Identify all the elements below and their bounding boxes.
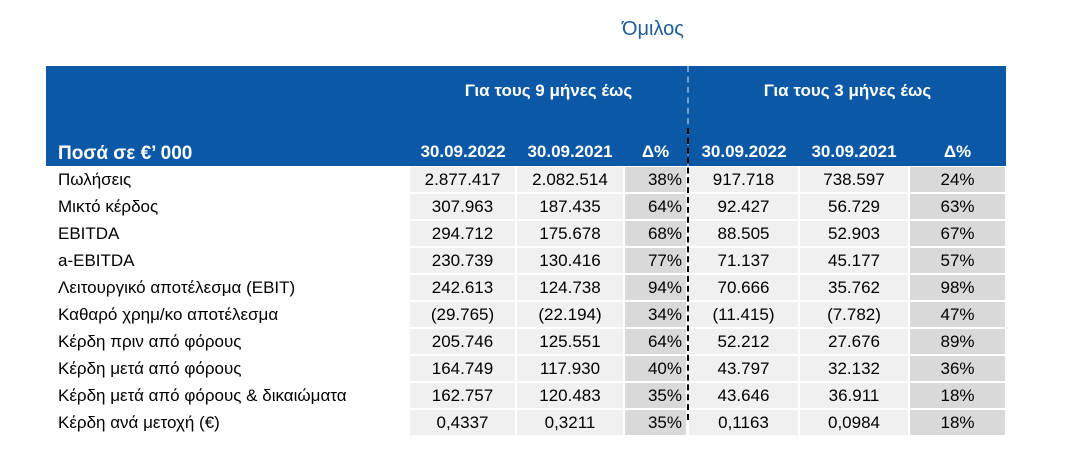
value-3m-2022: 71.137 (689, 247, 800, 275)
value-3m-2022: 0,1163 (689, 409, 800, 437)
table-row: Καθαρό χρημ/κο αποτέλεσμα (29.765) (22.194… (46, 301, 1007, 329)
value-3m-2022: 92.427 (689, 193, 800, 221)
delta-9m: 40% (624, 355, 688, 383)
delta-3m: 18% (909, 382, 1007, 410)
delta-9m: 64% (624, 328, 688, 356)
value-3m-2021: 738.597 (799, 167, 910, 194)
header-period-separator (687, 66, 689, 166)
value-3m-2021: 35.762 (799, 274, 910, 302)
value-9m-2021: 120.483 (516, 382, 625, 410)
value-9m-2021: 0,3211 (516, 409, 625, 437)
table-row: EBITDA 294.712 175.678 68% 88.505 52.903 67% (46, 220, 1007, 248)
value-3m-2022: 43.646 (689, 382, 800, 410)
table-row: Κέρδη μετά από φόρους & δικαιώματα 162.75… (46, 382, 1007, 410)
amount-unit-label: Ποσά σε €’ 000 (58, 143, 193, 164)
delta-3m: 24% (909, 167, 1007, 194)
table-header-band (46, 66, 1006, 166)
row-label: Πωλήσεις (46, 167, 410, 194)
value-9m-2022: 2.877.417 (410, 167, 517, 194)
delta-9m: 35% (624, 382, 688, 410)
row-label: a-EBITDA (46, 247, 410, 275)
period-separator-dashed (687, 128, 689, 420)
value-9m-2021: 175.678 (516, 220, 625, 248)
value-3m-2021: 52.903 (799, 220, 910, 248)
value-3m-2021: 27.676 (799, 328, 910, 356)
value-9m-2021: 124.738 (516, 274, 625, 302)
table-row: Κέρδη μετά από φόρους 164.749 117.930 40% 43… (46, 355, 1007, 383)
delta-9m: 64% (624, 193, 688, 221)
separator-gap (687, 409, 689, 437)
row-label: Κέρδη ανά μετοχή (€) (46, 409, 410, 437)
delta-3m: 36% (909, 355, 1007, 383)
value-3m-2021: 36.911 (799, 382, 910, 410)
column-header-9m-2022: 30.09.2022 (420, 142, 506, 161)
group-title: Όμιλος (622, 18, 684, 40)
delta-9m: 34% (624, 301, 688, 329)
column-header-3m-2022: 30.09.2022 (701, 142, 787, 161)
value-3m-2021: 32.132 (799, 355, 910, 383)
delta-3m: 98% (909, 274, 1007, 302)
value-3m-2021: 56.729 (799, 193, 910, 221)
table-row: Κέρδη ανά μετοχή (€) 0,4337 0,3211 35% 0,116… (46, 409, 1007, 437)
table-row: Κέρδη πριν από φόρους 205.746 125.551 64% 52… (46, 328, 1007, 356)
value-9m-2022: 242.613 (410, 274, 517, 302)
delta-3m: 18% (909, 409, 1007, 437)
column-header-9m-delta: Δ% (641, 142, 670, 161)
value-9m-2022: 0,4337 (410, 409, 517, 437)
value-3m-2021: 0,0984 (799, 409, 910, 437)
value-3m-2022: 70.666 (689, 274, 800, 302)
column-header-3m-2021: 30.09.2021 (811, 142, 897, 161)
financial-results-table: Πωλήσεις 2.877.417 2.082.514 38% 917.718 738.… (46, 167, 1007, 437)
value-9m-2022: (29.765) (410, 301, 517, 329)
value-3m-2022: 917.718 (689, 167, 800, 194)
row-label: Μικτό κέρδος (46, 193, 410, 221)
value-3m-2022: 52.212 (689, 328, 800, 356)
value-3m-2021: 45.177 (799, 247, 910, 275)
table-row: a-EBITDA 230.739 130.416 77% 71.137 45.177 57% (46, 247, 1007, 275)
value-9m-2022: 294.712 (410, 220, 517, 248)
row-label: Λειτουργικό αποτέλεσμα (EBIT) (46, 274, 410, 302)
delta-3m: 89% (909, 328, 1007, 356)
row-label: Κέρδη μετά από φόρους (46, 355, 410, 383)
value-3m-2021: (7.782) (799, 301, 910, 329)
value-9m-2022: 205.746 (410, 328, 517, 356)
value-9m-2021: 187.435 (516, 193, 625, 221)
value-9m-2022: 307.963 (410, 193, 517, 221)
value-3m-2022: 43.797 (689, 355, 800, 383)
value-9m-2021: 130.416 (516, 247, 625, 275)
row-label: EBITDA (46, 220, 410, 248)
value-9m-2021: 125.551 (516, 328, 625, 356)
value-9m-2022: 230.739 (410, 247, 517, 275)
period-header-9-months: Για τους 9 μήνες έως (464, 81, 633, 100)
delta-9m: 68% (624, 220, 688, 248)
value-9m-2021: (22.194) (516, 301, 625, 329)
delta-3m: 57% (909, 247, 1007, 275)
value-3m-2022: 88.505 (689, 220, 800, 248)
delta-3m: 67% (909, 220, 1007, 248)
delta-9m: 38% (624, 167, 688, 194)
value-9m-2021: 117.930 (516, 355, 625, 383)
delta-3m: 47% (909, 301, 1007, 329)
column-header-9m-2021: 30.09.2021 (527, 142, 613, 161)
delta-9m: 94% (624, 274, 688, 302)
table-row: Λειτουργικό αποτέλεσμα (EBIT) 242.613 124.… (46, 274, 1007, 302)
delta-9m: 35% (624, 409, 688, 437)
value-9m-2022: 164.749 (410, 355, 517, 383)
row-label: Κέρδη μετά από φόρους & δικαιώματα (46, 382, 410, 410)
delta-9m: 77% (624, 247, 688, 275)
table-row: Μικτό κέρδος 307.963 187.435 64% 92.427 56.72… (46, 193, 1007, 221)
period-header-3-months: Για τους 3 μήνες έως (763, 81, 932, 100)
delta-3m: 63% (909, 193, 1007, 221)
value-9m-2022: 162.757 (410, 382, 517, 410)
row-label: Κέρδη πριν από φόρους (46, 328, 410, 356)
value-9m-2021: 2.082.514 (516, 167, 625, 194)
value-3m-2022: (11.415) (689, 301, 800, 329)
row-label: Καθαρό χρημ/κο αποτέλεσμα (46, 301, 410, 329)
table-row: Πωλήσεις 2.877.417 2.082.514 38% 917.718 738.… (46, 167, 1007, 194)
column-header-3m-delta: Δ% (943, 142, 972, 161)
